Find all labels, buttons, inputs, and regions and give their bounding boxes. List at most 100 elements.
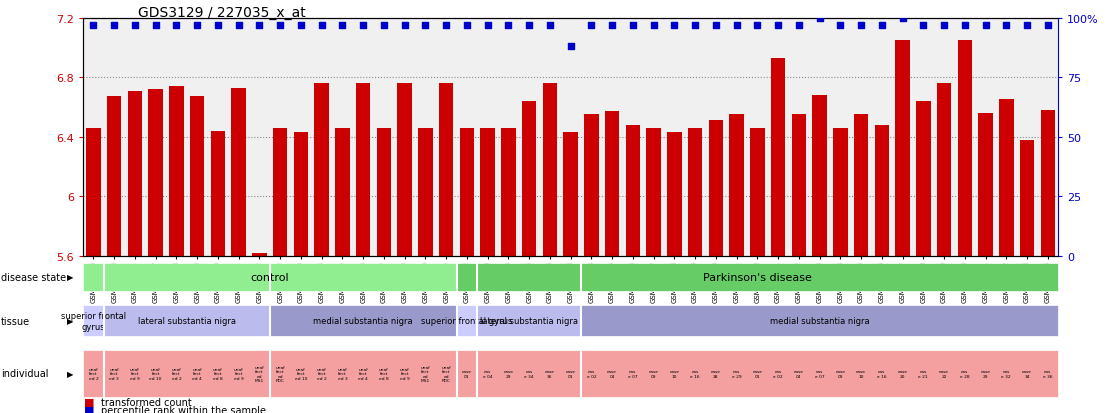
Text: unaf
fect
ed
MS1: unaf fect ed MS1 xyxy=(421,365,430,382)
Point xyxy=(790,22,808,29)
Bar xyxy=(86,128,101,256)
Text: lateral substantia nigra: lateral substantia nigra xyxy=(480,317,578,325)
Bar xyxy=(127,91,142,256)
Text: cas
e 16: cas e 16 xyxy=(878,369,886,378)
Point xyxy=(645,22,663,29)
Text: ▶: ▶ xyxy=(66,369,73,378)
Bar xyxy=(211,131,225,256)
Text: unaf
fect
ed 8: unaf fect ed 8 xyxy=(379,367,389,380)
Point xyxy=(334,22,351,29)
Bar xyxy=(812,96,827,256)
Point xyxy=(1039,22,1057,29)
Text: case
01: case 01 xyxy=(462,369,472,378)
Bar xyxy=(999,100,1014,256)
Text: unaf
fect
ed 9: unaf fect ed 9 xyxy=(130,367,140,380)
Text: control: control xyxy=(250,272,289,282)
Bar xyxy=(584,115,598,256)
Point xyxy=(769,22,787,29)
Text: unaf
fect
ed 4: unaf fect ed 4 xyxy=(193,367,202,380)
Point xyxy=(666,22,684,29)
Text: unaf
fect
ed 9: unaf fect ed 9 xyxy=(400,367,410,380)
Point xyxy=(293,22,310,29)
Text: ■: ■ xyxy=(84,405,94,413)
Point xyxy=(84,22,102,29)
Point xyxy=(956,22,974,29)
Point xyxy=(749,22,767,29)
Text: case
04: case 04 xyxy=(607,369,617,378)
Text: unaf
fect
ed 8: unaf fect ed 8 xyxy=(213,367,223,380)
Bar xyxy=(501,128,515,256)
Bar xyxy=(771,59,786,256)
Point xyxy=(312,22,330,29)
Text: unaf
fect
ed 3: unaf fect ed 3 xyxy=(338,367,347,380)
Bar xyxy=(854,115,869,256)
Point xyxy=(229,22,247,29)
Bar xyxy=(895,41,910,256)
Point xyxy=(1018,22,1036,29)
Text: unaf
fect
ed 4: unaf fect ed 4 xyxy=(358,367,368,380)
Bar xyxy=(936,84,952,256)
Bar xyxy=(646,128,660,256)
Point xyxy=(167,22,185,29)
Text: case
34: case 34 xyxy=(1022,369,1032,378)
Text: cas
e 04: cas e 04 xyxy=(483,369,492,378)
Point xyxy=(521,22,538,29)
Bar xyxy=(916,102,931,256)
Point xyxy=(707,22,725,29)
Text: ▶: ▶ xyxy=(66,273,73,282)
Point xyxy=(624,22,642,29)
Point xyxy=(458,22,475,29)
Bar xyxy=(543,84,557,256)
Point xyxy=(831,22,849,29)
Text: case
01: case 01 xyxy=(565,369,576,378)
Point xyxy=(396,22,413,29)
Bar xyxy=(750,128,765,256)
Bar xyxy=(791,115,807,256)
Text: cas
e 36: cas e 36 xyxy=(1043,369,1053,378)
Text: unaf
fect
ed
PDC: unaf fect ed PDC xyxy=(275,365,285,382)
Bar xyxy=(605,112,619,256)
Text: case
10: case 10 xyxy=(856,369,866,378)
Bar xyxy=(294,133,308,256)
Text: case
28: case 28 xyxy=(711,369,721,378)
Text: ■: ■ xyxy=(84,397,94,407)
Text: case
04: case 04 xyxy=(793,369,803,378)
Text: individual: individual xyxy=(1,368,49,379)
Point xyxy=(375,22,392,29)
Bar xyxy=(874,126,889,256)
Point xyxy=(914,22,932,29)
Bar xyxy=(356,84,370,256)
Text: cas
e 32: cas e 32 xyxy=(1002,369,1012,378)
Text: cas
e 02: cas e 02 xyxy=(586,369,596,378)
Text: case
01: case 01 xyxy=(752,369,762,378)
Bar xyxy=(148,90,163,256)
Point xyxy=(500,22,517,29)
Text: case
29: case 29 xyxy=(503,369,513,378)
Text: Parkinson's disease: Parkinson's disease xyxy=(702,272,812,282)
Bar xyxy=(107,97,122,256)
Bar xyxy=(232,88,246,256)
Text: unaf
fect
ed
MS1: unaf fect ed MS1 xyxy=(255,365,265,382)
Bar xyxy=(729,115,743,256)
Bar xyxy=(439,84,453,256)
Text: cas
e 07: cas e 07 xyxy=(814,369,824,378)
Text: cas
e 16: cas e 16 xyxy=(690,369,700,378)
Point xyxy=(417,22,434,29)
Text: case
29: case 29 xyxy=(981,369,991,378)
Point xyxy=(541,22,558,29)
Point xyxy=(188,22,206,29)
Text: unaf
fect
ed 2: unaf fect ed 2 xyxy=(172,367,182,380)
Bar xyxy=(688,128,702,256)
Bar xyxy=(833,128,848,256)
Bar xyxy=(978,114,993,256)
Text: cas
e 34: cas e 34 xyxy=(524,369,534,378)
Point xyxy=(603,22,620,29)
Bar xyxy=(315,84,329,256)
Point xyxy=(728,22,746,29)
Text: unaf
fect
ed 10: unaf fect ed 10 xyxy=(295,367,307,380)
Text: unaf
fect
ed 2: unaf fect ed 2 xyxy=(317,367,327,380)
Text: case
22: case 22 xyxy=(940,369,950,378)
Bar xyxy=(522,102,536,256)
Point xyxy=(935,22,953,29)
Point xyxy=(147,22,165,29)
